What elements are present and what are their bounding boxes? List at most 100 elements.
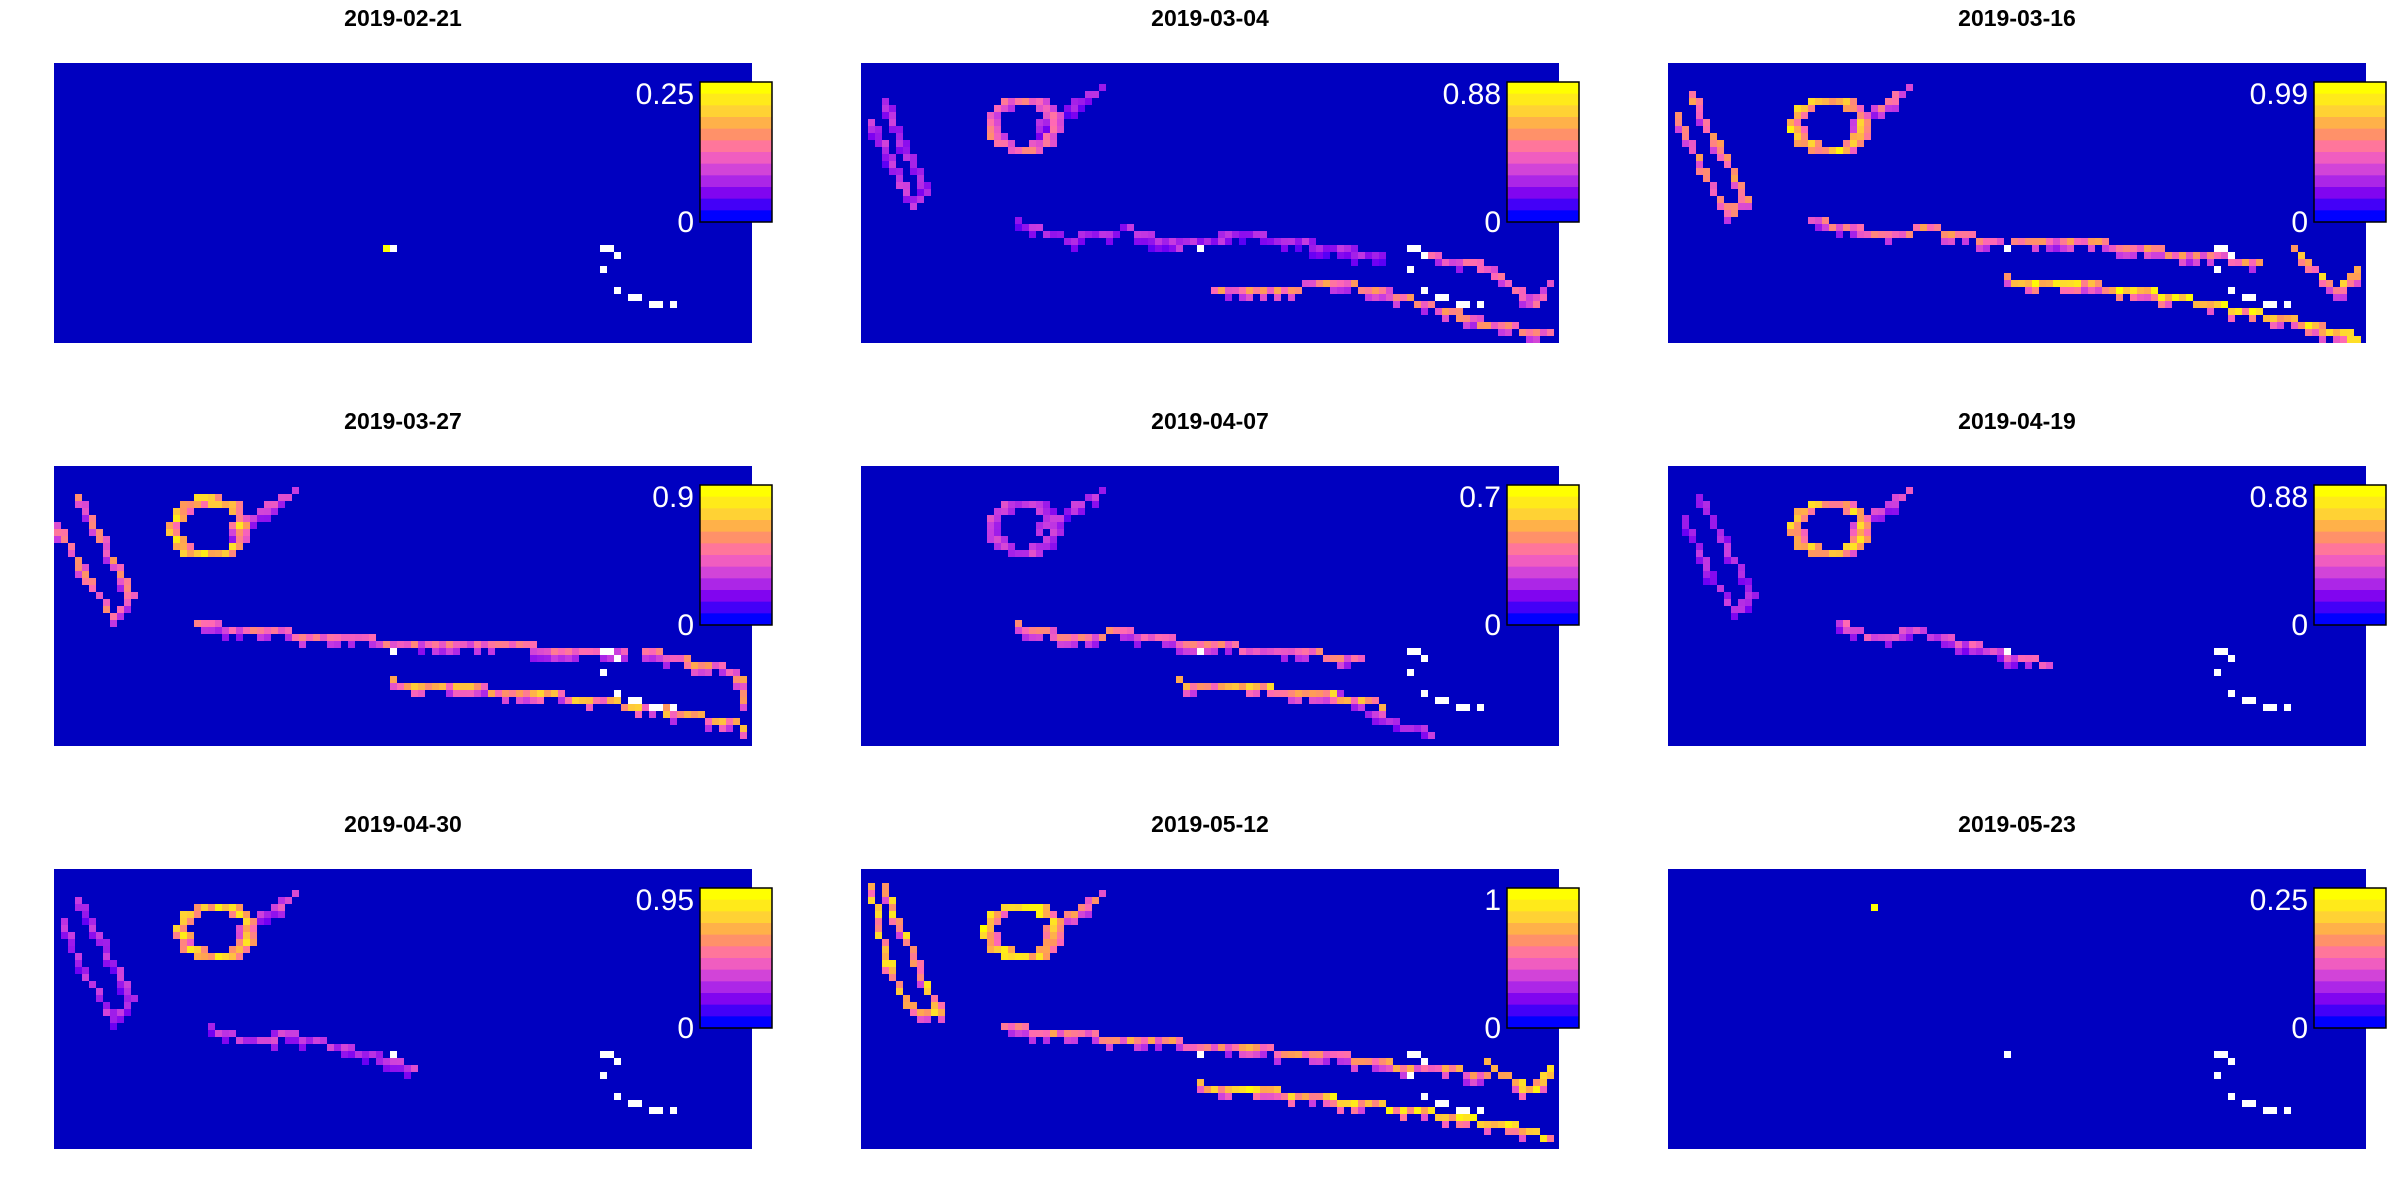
heat-cell [117,613,124,620]
heat-cell [187,932,194,939]
heat-cell [1400,1107,1407,1114]
heat-cell [117,988,124,995]
heat-cell [586,648,593,655]
heat-cell [1724,557,1731,564]
heat-cell [1379,1100,1386,1107]
heat-cell [1934,634,1941,641]
heat-cell [1724,536,1731,543]
heat-cell [1801,133,1808,140]
legend-swatch [700,578,772,591]
heat-cell [2032,280,2039,287]
heat-cell [236,904,243,911]
heat-cell [1218,1093,1225,1100]
heat-cell [896,133,903,140]
heat-cell [404,683,411,690]
heat-cell [1463,315,1470,322]
legend-frame [2313,81,2387,223]
heat-cell [1141,1044,1148,1051]
heat-cell [1470,315,1477,322]
panel-9: 2019-05-230.250 [1668,811,2387,1149]
heat-cell [2046,238,2053,245]
heat-cell [551,648,558,655]
heat-cell [1008,1030,1015,1037]
heat-cell [2186,252,2193,259]
heat-cell [910,1009,917,1016]
heat-cell [1512,1086,1519,1093]
heat-cell [1071,98,1078,105]
heat-cell [1309,690,1316,697]
heat-cell [1456,1121,1463,1128]
heat-cell [1547,1065,1554,1072]
heat-cell [1204,683,1211,690]
heat-cell [1372,287,1379,294]
heat-cell [1885,508,1892,515]
heat-cell [1351,252,1358,259]
heat-cell [257,515,264,522]
heat-cell [1337,1051,1344,1058]
heat-cell [621,655,628,662]
heat-cell [474,683,481,690]
heat-cell [1491,1121,1498,1128]
heat-cell [1057,515,1064,522]
heat-cell [1892,494,1899,501]
legend-swatch [700,590,772,603]
heat-cell [1001,501,1008,508]
heat-cell [1253,690,1260,697]
legend-swatch [1507,140,1579,153]
heat-cell [994,105,1001,112]
legend-swatch [700,1016,772,1029]
panel-title: 2019-04-19 [1958,408,2076,434]
heat-cell [2305,322,2312,329]
heat-cell [1085,634,1092,641]
heat-cell [1526,336,1533,343]
heat-cell [264,515,271,522]
heat-cell [1085,91,1092,98]
heat-cell [586,697,593,704]
heat-cell [1547,280,1554,287]
heat-cell [733,676,740,683]
heat-cell [1794,126,1801,133]
missing-cell [1442,294,1449,301]
heat-cell [1857,515,1864,522]
heat-cell [1386,718,1393,725]
heat-cell [1948,231,1955,238]
heat-cell [1288,294,1295,301]
heat-cell [1400,1065,1407,1072]
heat-cell [460,683,467,690]
heat-cell [1176,641,1183,648]
heat-cell [1162,245,1169,252]
heat-cell [2228,259,2235,266]
heat-cell [383,641,390,648]
heat-cell [1036,627,1043,634]
heat-cell [124,988,131,995]
heat-cell [1435,1114,1442,1121]
heat-cell [1407,294,1414,301]
heat-cell [229,501,236,508]
heat-cell [2193,301,2200,308]
heat-cell [670,718,677,725]
legend-swatch [1507,508,1579,521]
heat-cell [460,690,467,697]
heat-cell [1808,217,1815,224]
heat-cell [1190,238,1197,245]
heat-cell [1505,1072,1512,1079]
heat-cell [1871,634,1878,641]
heat-cell [1463,1114,1470,1121]
heat-cell [1316,1051,1323,1058]
heat-cell [1435,1065,1442,1072]
heat-cell [2158,301,2165,308]
heat-cell [117,564,124,571]
legend-swatch [1507,210,1579,223]
heat-cell [194,946,201,953]
legend-swatch [1507,1004,1579,1017]
heat-cell [1190,683,1197,690]
heat-cell [1183,1044,1190,1051]
heat-cell [889,126,896,133]
heat-cell [1892,501,1899,508]
heat-cell [1386,1058,1393,1065]
heat-cell [1710,571,1717,578]
heat-cell [1260,287,1267,294]
heat-cell [1099,1037,1106,1044]
missing-cell [600,266,607,273]
heat-cell [1120,634,1127,641]
